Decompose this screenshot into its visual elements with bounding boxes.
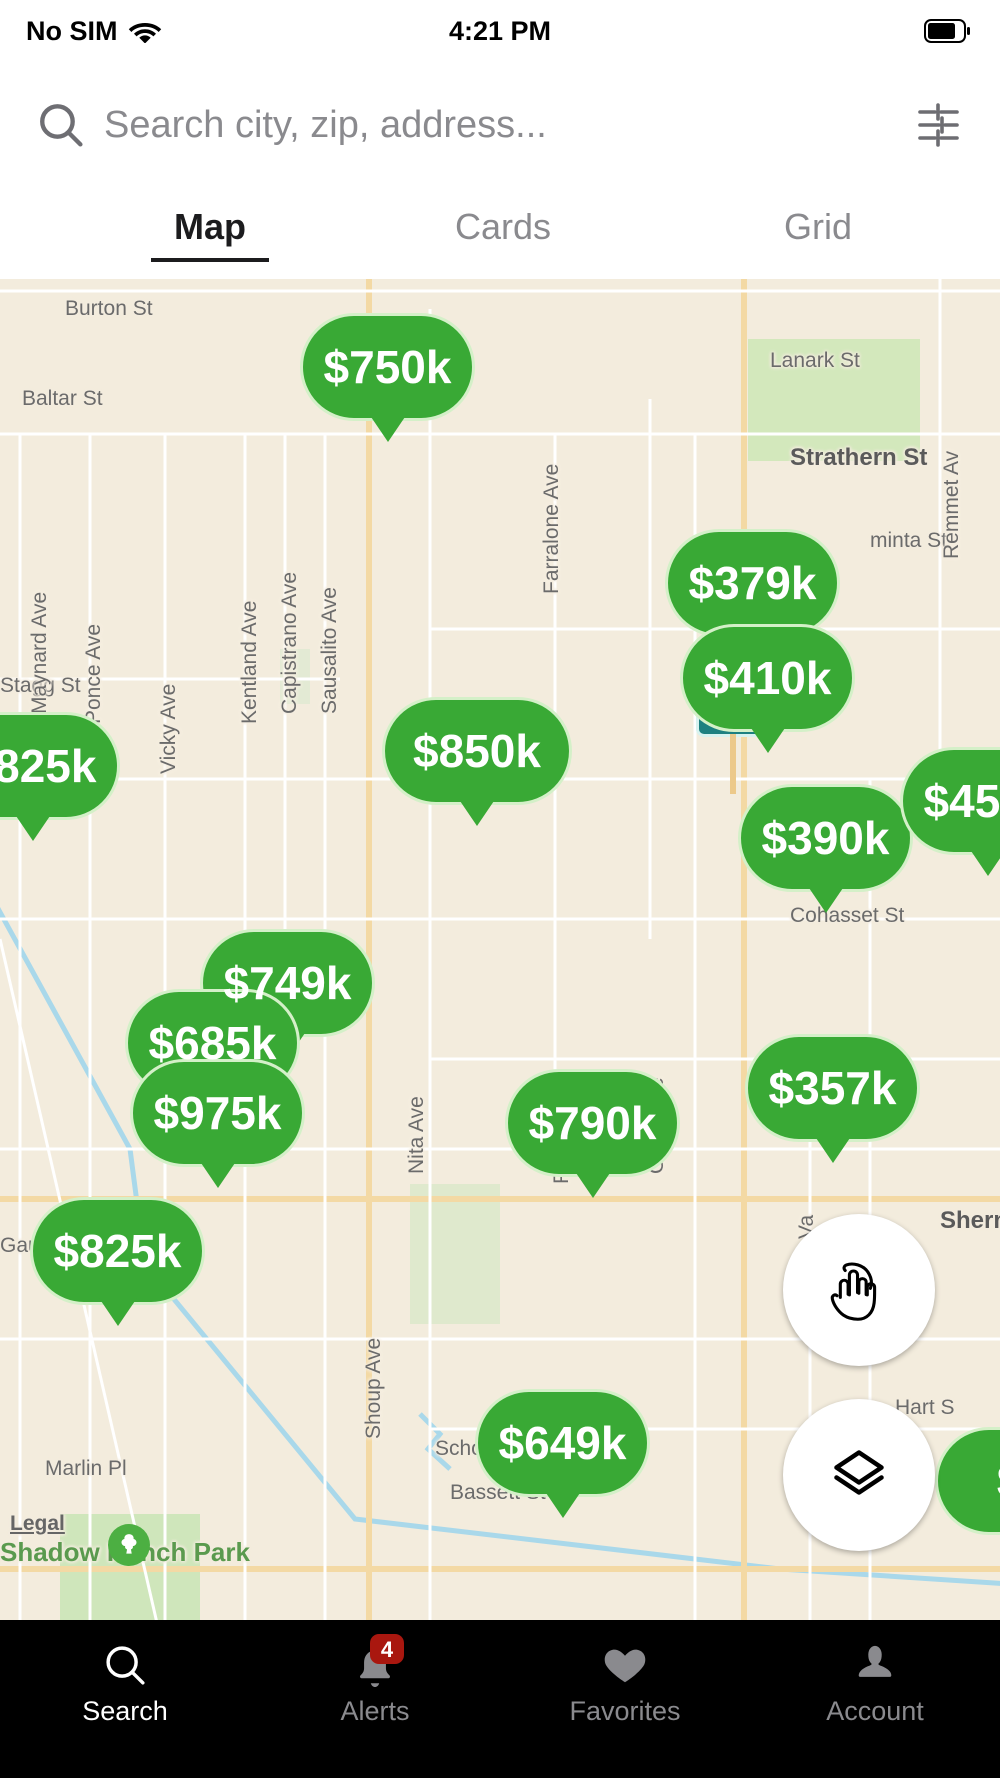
svg-text:4: 4 [381,1637,394,1662]
